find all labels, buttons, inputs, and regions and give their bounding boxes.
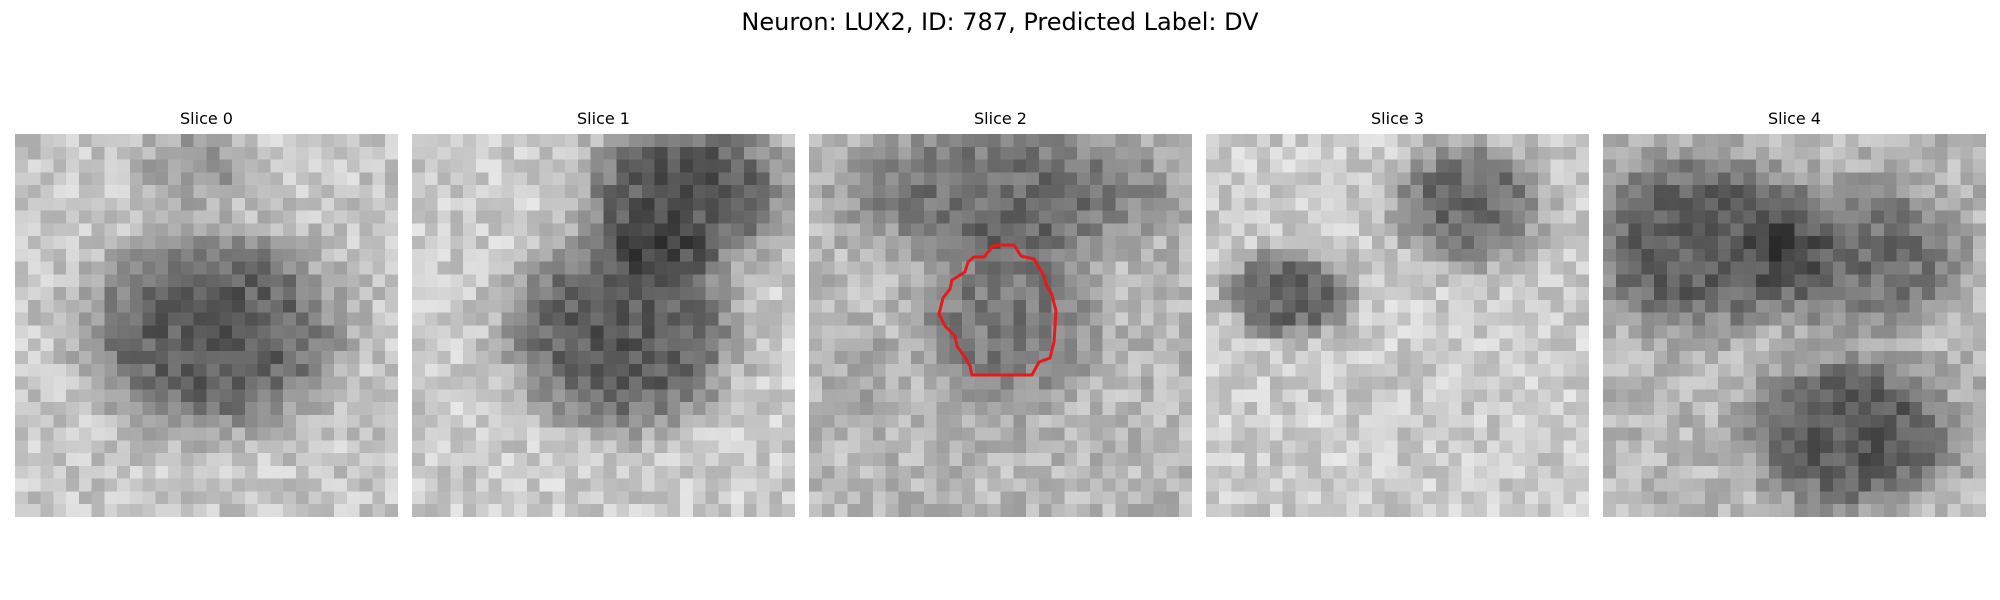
slice-image [1603, 134, 1986, 517]
slice-title: Slice 2 [974, 109, 1027, 128]
slice-panel-0: Slice 0 [15, 108, 398, 530]
slice-image [412, 134, 795, 517]
segmentation-contour [937, 243, 1058, 377]
figure-title: Neuron: LUX2, ID: 787, Predicted Label: … [741, 8, 1259, 36]
slice-title: Slice 3 [1371, 109, 1424, 128]
slice-image [1206, 134, 1589, 517]
slice-panel-4: Slice 4 [1603, 108, 1986, 530]
slice-image [15, 134, 398, 517]
slice-panel-3: Slice 3 [1206, 108, 1589, 530]
slice-panel-1: Slice 1 [412, 108, 795, 530]
slice-title: Slice 1 [577, 109, 630, 128]
contour-outline [937, 243, 1058, 377]
slice-title: Slice 0 [180, 109, 233, 128]
slice-title: Slice 4 [1768, 109, 1821, 128]
slice-image [809, 134, 1192, 517]
slice-panel-2: Slice 2 [809, 108, 1192, 530]
